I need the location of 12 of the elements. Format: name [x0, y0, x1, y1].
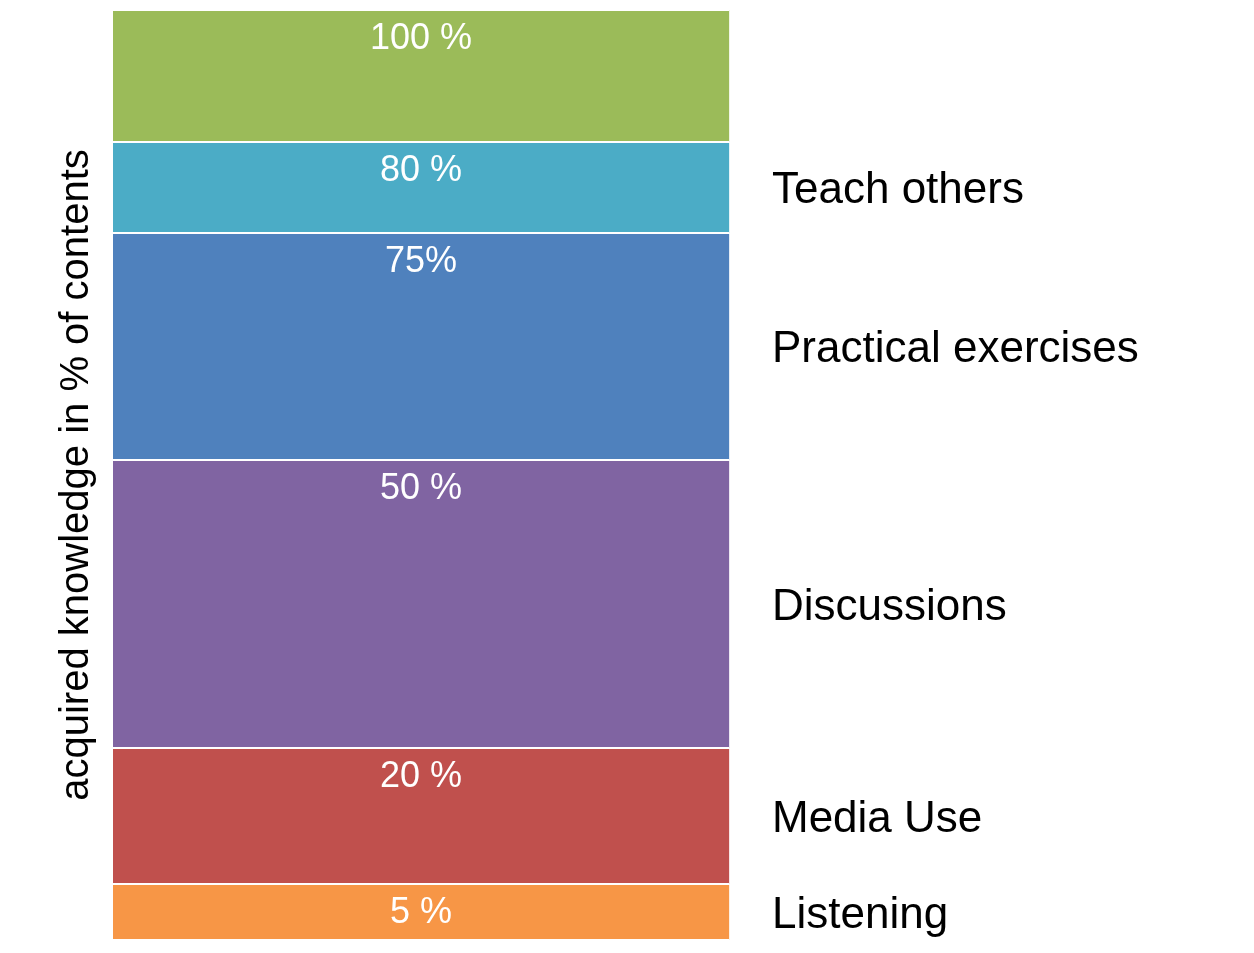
series-label: Practical exercises: [772, 322, 1139, 371]
annotation: 75%: [385, 239, 458, 280]
series-label: Discussions: [772, 580, 1007, 629]
series-label: Teach others: [772, 163, 1024, 212]
y-axis-title: acquired knowledge in % of contents: [51, 149, 96, 801]
annotation: 50 %: [380, 466, 463, 507]
series-label: Listening: [772, 888, 949, 937]
annotation: 100 %: [370, 16, 473, 57]
annotation: 20 %: [380, 754, 463, 795]
annotation: 5 %: [390, 890, 453, 931]
series-label: Media Use: [772, 792, 983, 841]
annotation: 80 %: [380, 148, 463, 189]
